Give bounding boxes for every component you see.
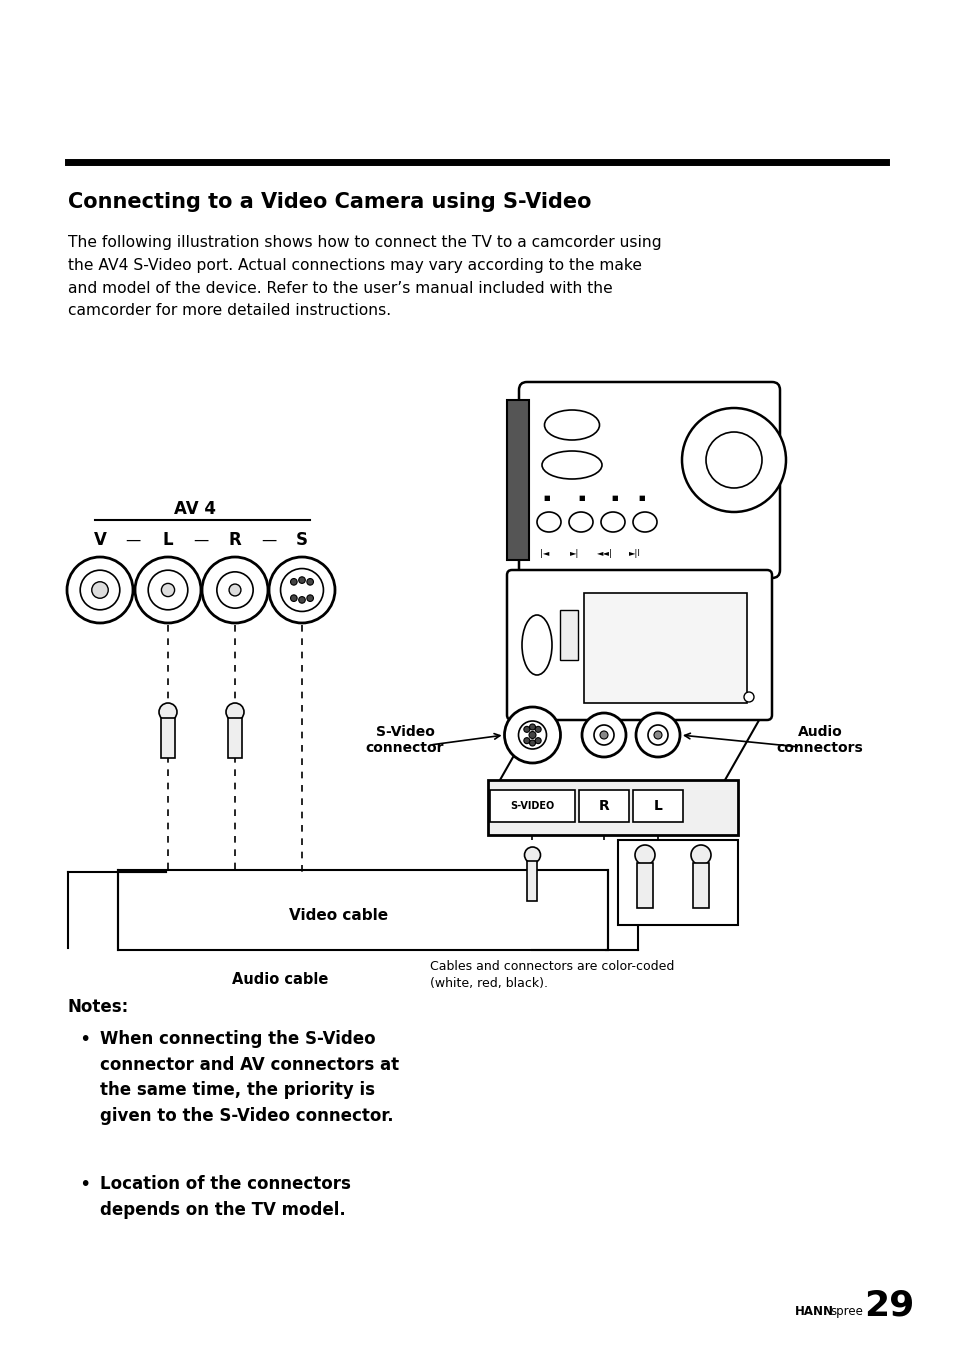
Text: ►|: ►| bbox=[570, 549, 579, 557]
Text: L: L bbox=[163, 531, 173, 549]
Circle shape bbox=[91, 581, 108, 598]
Circle shape bbox=[135, 557, 201, 623]
Text: ■: ■ bbox=[638, 495, 644, 502]
Text: ■: ■ bbox=[543, 495, 550, 502]
Circle shape bbox=[229, 584, 241, 596]
Bar bbox=[633, 790, 682, 822]
Circle shape bbox=[529, 725, 535, 730]
FancyBboxPatch shape bbox=[518, 383, 780, 579]
Circle shape bbox=[690, 845, 710, 865]
Circle shape bbox=[523, 738, 529, 744]
Text: ◄◄|: ◄◄| bbox=[597, 549, 612, 557]
Circle shape bbox=[269, 557, 335, 623]
Circle shape bbox=[202, 557, 268, 623]
Text: —: — bbox=[261, 533, 276, 548]
Circle shape bbox=[743, 692, 753, 702]
Circle shape bbox=[599, 731, 607, 740]
Text: S-Video
connector: S-Video connector bbox=[365, 725, 444, 756]
Circle shape bbox=[636, 713, 679, 757]
Circle shape bbox=[159, 703, 177, 721]
Circle shape bbox=[280, 569, 323, 611]
Text: ►|I: ►|I bbox=[628, 549, 640, 557]
Circle shape bbox=[80, 571, 120, 610]
Circle shape bbox=[518, 721, 546, 749]
Ellipse shape bbox=[521, 615, 552, 675]
Text: |◄: |◄ bbox=[539, 549, 549, 557]
Circle shape bbox=[298, 577, 305, 584]
Bar bbox=[637, 863, 652, 909]
Text: Connecting to a Video Camera using S-Video: Connecting to a Video Camera using S-Vid… bbox=[68, 192, 591, 212]
Ellipse shape bbox=[544, 410, 598, 439]
Text: Cables and connectors are color-coded
(white, red, black).: Cables and connectors are color-coded (w… bbox=[430, 960, 674, 990]
Bar bbox=[527, 861, 537, 900]
Circle shape bbox=[216, 572, 253, 608]
Text: When connecting the S-Video
connector and AV connectors at
the same time, the pr: When connecting the S-Video connector an… bbox=[100, 1030, 398, 1125]
Text: V: V bbox=[93, 531, 107, 549]
Circle shape bbox=[298, 596, 305, 603]
Bar bbox=[118, 869, 607, 950]
Text: Video cable: Video cable bbox=[289, 907, 388, 922]
Circle shape bbox=[504, 707, 560, 763]
FancyBboxPatch shape bbox=[506, 571, 771, 721]
Text: L: L bbox=[653, 799, 661, 813]
Bar bbox=[583, 594, 746, 703]
Circle shape bbox=[647, 725, 667, 745]
Circle shape bbox=[524, 846, 540, 863]
Text: Location of the connectors
depends on the TV model.: Location of the connectors depends on th… bbox=[100, 1175, 351, 1218]
Circle shape bbox=[529, 731, 536, 738]
Text: S: S bbox=[295, 531, 308, 549]
Circle shape bbox=[307, 579, 314, 585]
Bar bbox=[559, 610, 578, 660]
Circle shape bbox=[535, 738, 540, 744]
Circle shape bbox=[148, 571, 188, 610]
Ellipse shape bbox=[537, 512, 560, 531]
Bar bbox=[490, 790, 575, 822]
Text: Audio
connectors: Audio connectors bbox=[776, 725, 862, 756]
Bar bbox=[488, 780, 738, 836]
Bar bbox=[578, 790, 628, 822]
Text: Notes:: Notes: bbox=[68, 998, 129, 1015]
Text: 29: 29 bbox=[863, 1288, 913, 1322]
Ellipse shape bbox=[541, 452, 601, 479]
Text: •: • bbox=[79, 1030, 91, 1049]
Ellipse shape bbox=[633, 512, 657, 531]
Circle shape bbox=[291, 579, 296, 585]
Circle shape bbox=[705, 433, 761, 488]
Circle shape bbox=[291, 595, 296, 602]
Circle shape bbox=[307, 595, 314, 602]
Bar bbox=[618, 840, 738, 925]
Text: R: R bbox=[229, 531, 241, 549]
Circle shape bbox=[523, 726, 529, 733]
Bar bbox=[506, 400, 529, 560]
Circle shape bbox=[67, 557, 132, 623]
Circle shape bbox=[681, 408, 785, 512]
Text: HANN: HANN bbox=[794, 1305, 833, 1318]
Text: —: — bbox=[125, 533, 140, 548]
Ellipse shape bbox=[568, 512, 593, 531]
Text: spree: spree bbox=[829, 1305, 862, 1318]
Circle shape bbox=[581, 713, 625, 757]
Text: •: • bbox=[79, 1175, 91, 1194]
Bar bbox=[692, 863, 708, 909]
Text: ■: ■ bbox=[611, 495, 618, 502]
Text: ■: ■ bbox=[578, 495, 585, 502]
Text: R: R bbox=[598, 799, 609, 813]
Circle shape bbox=[654, 731, 661, 740]
Bar bbox=[228, 718, 242, 758]
Circle shape bbox=[594, 725, 614, 745]
Bar bbox=[161, 718, 174, 758]
Text: The following illustration shows how to connect the TV to a camcorder using
the : The following illustration shows how to … bbox=[68, 235, 661, 319]
Circle shape bbox=[529, 740, 535, 746]
Circle shape bbox=[635, 845, 655, 865]
Circle shape bbox=[161, 584, 174, 596]
Text: S-VIDEO: S-VIDEO bbox=[510, 800, 554, 811]
Circle shape bbox=[535, 726, 540, 733]
Text: AV 4: AV 4 bbox=[173, 500, 215, 518]
Ellipse shape bbox=[600, 512, 624, 531]
Text: Audio cable: Audio cable bbox=[232, 972, 328, 987]
Circle shape bbox=[226, 703, 244, 721]
Text: —: — bbox=[193, 533, 209, 548]
